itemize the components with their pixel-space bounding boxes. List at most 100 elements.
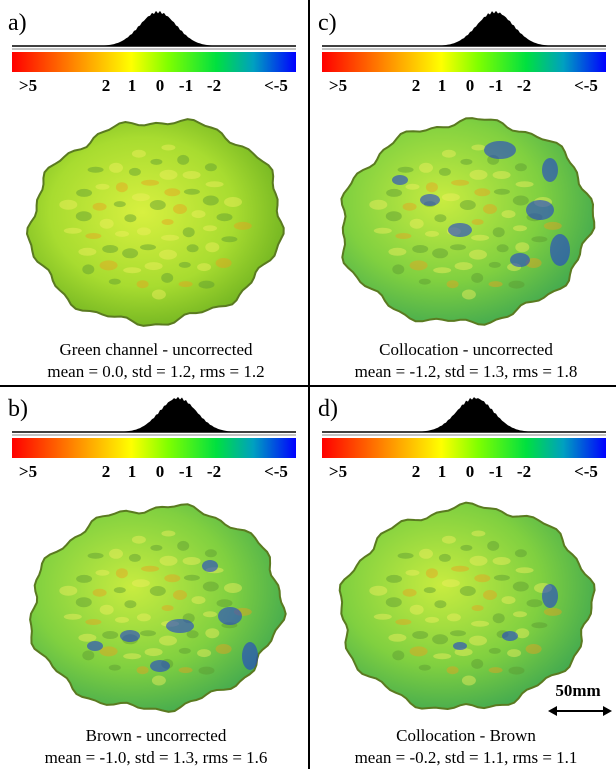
surface-texture: [198, 280, 215, 289]
panel: c) >5 2 1 0 -1 -2 <-5 Collocation - uncorrected m…: [318, 10, 606, 381]
surface-texture: [115, 230, 129, 237]
surface-texture: [123, 267, 142, 274]
surface-texture: [161, 219, 174, 225]
colorbar-label: 1: [438, 76, 447, 95]
surface-texture: [501, 210, 516, 219]
surface-texture: [446, 613, 461, 622]
surface-texture: [409, 604, 424, 615]
surface-texture: [487, 540, 500, 551]
surface-texture: [471, 272, 484, 283]
surface-texture: [186, 244, 199, 253]
surface-texture: [75, 597, 92, 608]
surface-texture: [412, 245, 429, 253]
surface-texture: [484, 141, 516, 159]
surface-texture: [144, 648, 163, 657]
surface-texture: [92, 588, 107, 597]
colorbar-label: <-5: [264, 76, 288, 95]
colorbar-label: 1: [128, 76, 137, 95]
surface-texture: [78, 633, 97, 642]
caption: Green channel - uncorrected: [59, 340, 253, 359]
surface-texture: [87, 166, 104, 173]
surface-texture: [182, 171, 201, 179]
surface-texture: [514, 549, 527, 558]
surface-texture: [514, 163, 527, 172]
surface-texture: [459, 200, 476, 210]
surface-texture: [205, 181, 224, 188]
surface-texture: [469, 169, 488, 180]
surface-texture: [75, 211, 92, 222]
surface-texture: [150, 660, 170, 672]
surface-texture: [198, 666, 215, 675]
surface-texture: [385, 597, 402, 608]
surface-texture: [161, 234, 180, 241]
surface-texture: [515, 181, 534, 188]
surface-texture: [515, 567, 534, 574]
colorbar-label: 2: [412, 76, 421, 95]
caption: Collocation - uncorrected: [379, 340, 553, 359]
colorbar: [12, 52, 296, 72]
surface-texture: [531, 236, 548, 243]
surface-texture: [405, 183, 420, 190]
surface-texture: [233, 221, 252, 230]
surface-texture: [224, 583, 242, 593]
surface-texture: [525, 644, 542, 654]
surface-texture: [108, 664, 121, 671]
colorbar-label: 2: [412, 462, 421, 481]
surface-texture: [388, 247, 407, 256]
surface-texture: [493, 188, 510, 195]
surface-texture: [438, 167, 451, 176]
surface-texture: [221, 236, 238, 243]
surface-texture: [409, 646, 428, 657]
caption: Collocation - Brown: [396, 726, 536, 745]
surface-texture: [488, 281, 503, 288]
surface-texture: [92, 202, 107, 211]
caption-stats: mean = -1.0, std = 1.3, rms = 1.6: [45, 748, 268, 767]
surface-texture: [454, 648, 473, 657]
surface-texture: [87, 552, 104, 559]
surface-texture: [76, 188, 93, 197]
surface-texture: [450, 244, 466, 251]
surface-texture: [115, 616, 129, 623]
surface-texture: [515, 242, 530, 253]
surface-texture: [191, 596, 206, 605]
surface-texture: [159, 635, 177, 646]
surface-texture: [99, 260, 118, 271]
colorbar-label: -2: [207, 76, 221, 95]
surface-texture: [469, 249, 487, 260]
surface-texture: [150, 158, 163, 165]
surface-texture: [432, 248, 449, 259]
surface-texture: [123, 653, 142, 660]
colorbar-label: -1: [179, 76, 193, 95]
colorbar-label: >5: [329, 462, 347, 481]
surface-texture: [173, 590, 187, 600]
colorbar-label: <-5: [574, 462, 598, 481]
surface-texture: [512, 195, 529, 206]
surface-texture: [242, 642, 258, 670]
surface-texture: [432, 634, 449, 645]
surface-texture: [488, 261, 501, 268]
surface-texture: [471, 144, 486, 151]
surface-texture: [197, 263, 212, 272]
panel-label: c): [318, 10, 337, 36]
surface-texture: [441, 535, 456, 544]
surface-texture: [115, 182, 128, 193]
surface-texture: [178, 281, 193, 288]
surface-texture: [76, 574, 93, 583]
surface-texture: [492, 613, 505, 624]
panel: b) >5 2 1 0 -1 -2 <-5 Brown - uncorrected mean = …: [8, 396, 296, 767]
surface-texture: [131, 193, 150, 202]
surface-texture: [131, 579, 150, 588]
surface-texture: [149, 586, 166, 596]
colorbar-label: -2: [517, 76, 531, 95]
surface-texture: [418, 278, 431, 285]
surface-blob: [29, 503, 287, 713]
surface-texture: [95, 183, 110, 190]
surface-texture: [373, 613, 392, 620]
surface-texture: [182, 227, 195, 238]
surface-texture: [386, 574, 403, 583]
surface-texture: [510, 253, 530, 267]
caption: Brown - uncorrected: [86, 726, 227, 745]
surface-texture: [120, 630, 140, 642]
surface-texture: [550, 234, 570, 266]
